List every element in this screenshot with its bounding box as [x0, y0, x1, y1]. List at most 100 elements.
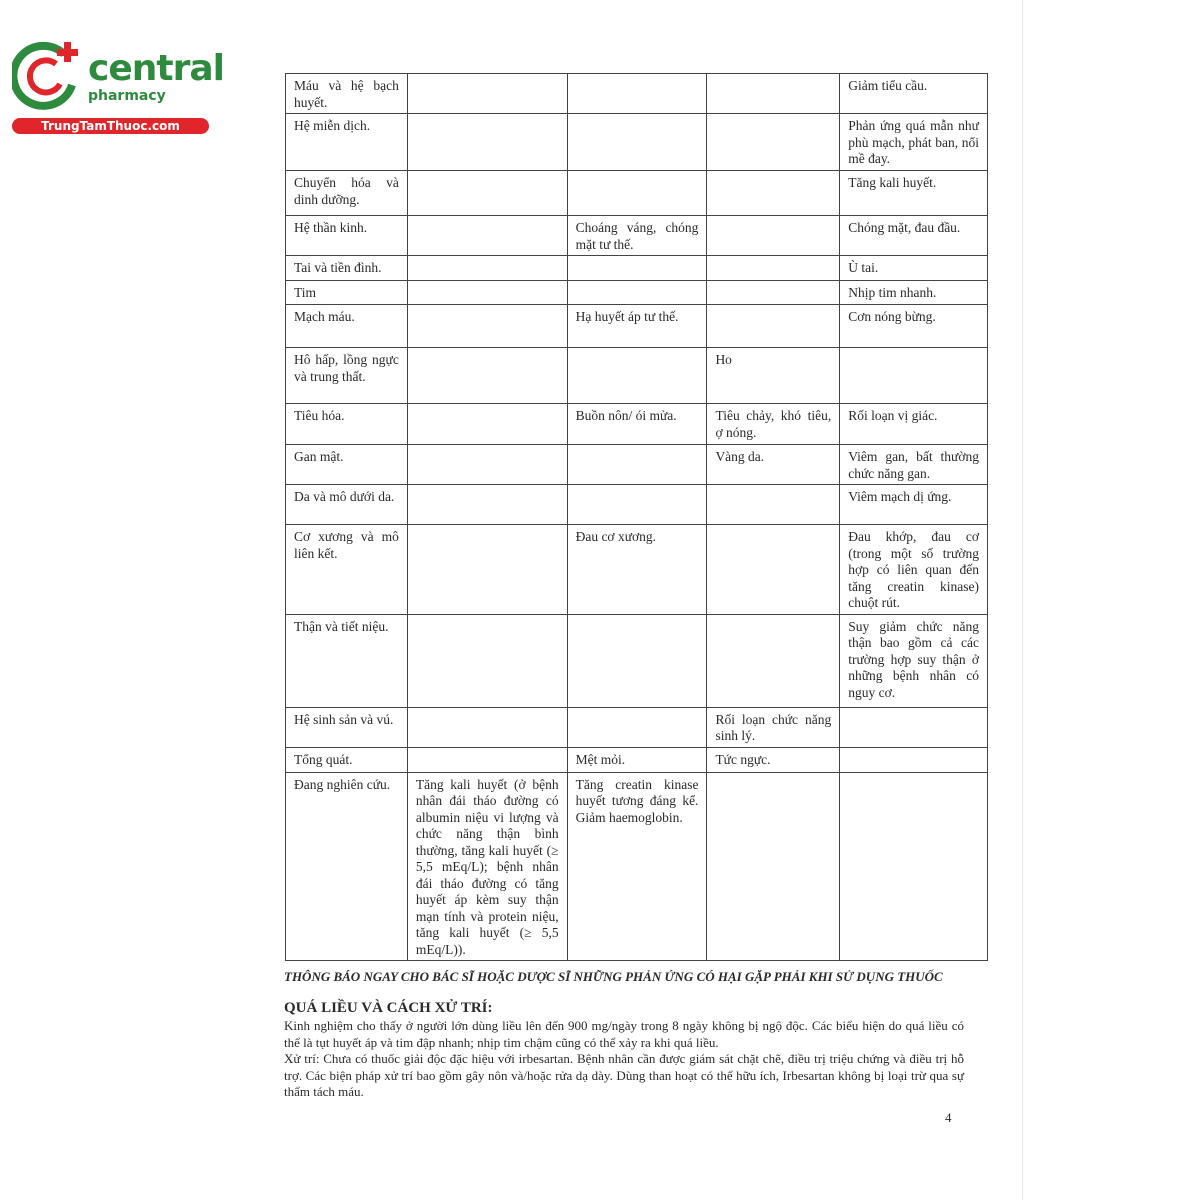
table-cell — [706, 113, 841, 171]
paragraph: Kinh nghiệm cho thấy ở người lớn dùng li… — [284, 1018, 964, 1050]
table-cell: Đau khớp, đau cơ (trong một số trường hợ… — [839, 524, 988, 615]
table-cell — [406, 255, 568, 281]
table-cell: Viêm mạch dị ứng. — [839, 484, 988, 525]
table-cell: Rối loạn vị giác. — [839, 403, 988, 445]
table-cell: Phản ứng quá mẫn như phù mạch, phát ban,… — [839, 113, 988, 171]
table-cell — [406, 280, 568, 305]
table-cell: Hạ huyết áp tư thế. — [566, 304, 708, 348]
table-row: Hệ miễn dịch. Phản ứng quá mẫn như phù mạ… — [285, 113, 988, 171]
table-cell — [706, 73, 841, 114]
table-row: Tim Nhịp tim nhanh. — [285, 280, 988, 305]
notice: THÔNG BÁO NGAY CHO BÁC SĨ HOẶC DƯỢC SĨ N… — [284, 969, 943, 984]
table-cell: Máu và hệ bạch huyết. — [285, 73, 408, 114]
adverse-effects-table: Máu và hệ bạch huyết. Giảm tiểu cầu. Hệ mi… — [285, 73, 988, 961]
table-cell — [566, 613, 708, 708]
table-cell — [706, 170, 841, 216]
table-cell: Hệ thần kinh. — [285, 215, 408, 256]
table-cell — [406, 706, 568, 748]
overdose-text: Kinh nghiệm cho thấy ở người lớn dùng li… — [284, 1018, 964, 1101]
table-cell — [406, 403, 568, 445]
table-cell: Viêm gan, bất thường chức năng gan. — [839, 444, 988, 485]
table-cell — [839, 771, 988, 961]
table-row: Máu và hệ bạch huyết. Giảm tiểu cầu. — [285, 73, 988, 114]
paragraph: Xử trí: Chưa có thuốc giải độc đặc hiệu … — [284, 1051, 964, 1099]
table-cell: Tổng quát. — [285, 746, 408, 773]
logo-brand: central — [88, 48, 225, 89]
table-cell: Hệ miễn dịch. — [285, 113, 408, 171]
table-cell — [406, 746, 568, 773]
table-cell — [566, 170, 708, 216]
table-cell — [406, 613, 568, 708]
table-cell — [406, 113, 568, 171]
logo-sub: pharmacy — [88, 88, 166, 104]
table-cell: Tăng kali huyết. — [839, 170, 988, 216]
table-cell: Tim — [285, 280, 408, 305]
table-cell: Da và mô dưới da. — [285, 484, 408, 525]
table-cell — [406, 347, 568, 404]
table-row: Chuyển hóa và dinh dưỡng. Tăng kali huyết… — [285, 170, 988, 216]
logo-mark-icon — [12, 41, 78, 110]
table-cell: Tăng creatin kinase huyết tương đáng kể.… — [566, 771, 708, 961]
table-cell: Đang nghiên cứu. — [285, 771, 408, 961]
table-cell: Cơ xương và mô liên kết. — [285, 524, 408, 615]
table-cell: Chuyển hóa và dinh dưỡng. — [285, 170, 408, 216]
logo-site: TrungTamThuoc.com — [12, 118, 209, 134]
table-cell — [839, 347, 988, 404]
table-cell — [706, 280, 841, 305]
table-cell: Tức ngực. — [706, 746, 841, 773]
table-row: Tổng quát. Mệt mỏi. Tức ngực. — [285, 746, 988, 773]
table-cell: Tai và tiền đình. — [285, 255, 408, 281]
table-row: Thận và tiết niệu. Suy giảm chức năng thậ… — [285, 613, 988, 708]
table-cell — [566, 73, 708, 114]
table-cell: Choáng váng, chóng mặt tư thế. — [566, 215, 708, 256]
table-cell: Ù tai. — [839, 255, 988, 281]
table-cell — [566, 444, 708, 485]
table-cell: Tiêu hóa. — [285, 403, 408, 445]
table-cell — [839, 746, 988, 773]
table-cell: Giảm tiểu cầu. — [839, 73, 988, 114]
table-cell: Rối loạn chức năng sinh lý. — [706, 706, 841, 748]
section-heading: QUÁ LIỀU VÀ CÁCH XỬ TRÍ: — [284, 1000, 493, 1016]
table-cell — [406, 73, 568, 114]
table-cell — [566, 484, 708, 525]
table-cell — [566, 706, 708, 748]
page-number: 4 — [945, 1110, 952, 1125]
table-cell: Buồn nôn/ ói mửa. — [566, 403, 708, 445]
table-cell: Cơn nóng bừng. — [839, 304, 988, 348]
table-row: Hệ thần kinh. Choáng váng, chóng mặt tư t… — [285, 215, 988, 256]
table-row: Gan mật. Vàng da. Viêm gan, bất thường chứ… — [285, 444, 988, 485]
table-cell: Nhịp tim nhanh. — [839, 280, 988, 305]
table-cell: Tiêu chảy, khó tiêu, ợ nóng. — [706, 403, 841, 445]
table-cell: Suy giảm chức năng thận bao gồm cả các t… — [839, 613, 988, 708]
table-cell — [406, 215, 568, 256]
table-cell: Hệ sinh sản và vú. — [285, 706, 408, 748]
table-cell — [406, 170, 568, 216]
table-cell — [566, 255, 708, 281]
table-row: Mạch máu. Hạ huyết áp tư thế. Cơn nóng bừn… — [285, 304, 988, 348]
table-cell: Thận và tiết niệu. — [285, 613, 408, 708]
table-cell: Mệt mỏi. — [566, 746, 708, 773]
table-row: Tiêu hóa. Buồn nôn/ ói mửa. Tiêu chảy, khó… — [285, 403, 988, 445]
table-cell: Vàng da. — [706, 444, 841, 485]
table-cell — [706, 304, 841, 348]
table-cell — [406, 524, 568, 615]
table-row: Da và mô dưới da. Viêm mạch dị ứng. — [285, 484, 988, 525]
table-cell — [706, 484, 841, 525]
table-row: Hô hấp, lồng ngực và trung thất. Ho — [285, 347, 988, 404]
table-cell: Mạch máu. — [285, 304, 408, 348]
table-cell — [839, 706, 988, 748]
table-cell — [706, 215, 841, 256]
table-cell: Hô hấp, lồng ngực và trung thất. — [285, 347, 408, 404]
table-cell — [566, 347, 708, 404]
table-cell — [406, 304, 568, 348]
table-cell — [566, 113, 708, 171]
table-cell: Chóng mặt, đau đầu. — [839, 215, 988, 256]
table-cell: Ho — [706, 347, 841, 404]
table-cell — [706, 255, 841, 281]
page-edge — [1022, 0, 1023, 1200]
table-cell — [406, 484, 568, 525]
table-cell: Gan mật. — [285, 444, 408, 485]
table-row: Hệ sinh sản và vú. Rối loạn chức năng sin… — [285, 706, 988, 748]
table-cell: Đau cơ xương. — [566, 524, 708, 615]
